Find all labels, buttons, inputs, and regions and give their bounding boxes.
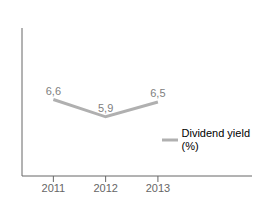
svg-text:2011: 2011 — [42, 182, 66, 194]
html-text:Dividend yield: Dividend yield — [181, 127, 250, 139]
svg-text:5,9: 5,9 — [98, 102, 113, 114]
svg-text:6,6: 6,6 — [46, 85, 61, 97]
svg-text:6,5: 6,5 — [150, 87, 165, 99]
svg-text:2013: 2013 — [146, 182, 170, 194]
svg-text:2012: 2012 — [93, 182, 117, 194]
